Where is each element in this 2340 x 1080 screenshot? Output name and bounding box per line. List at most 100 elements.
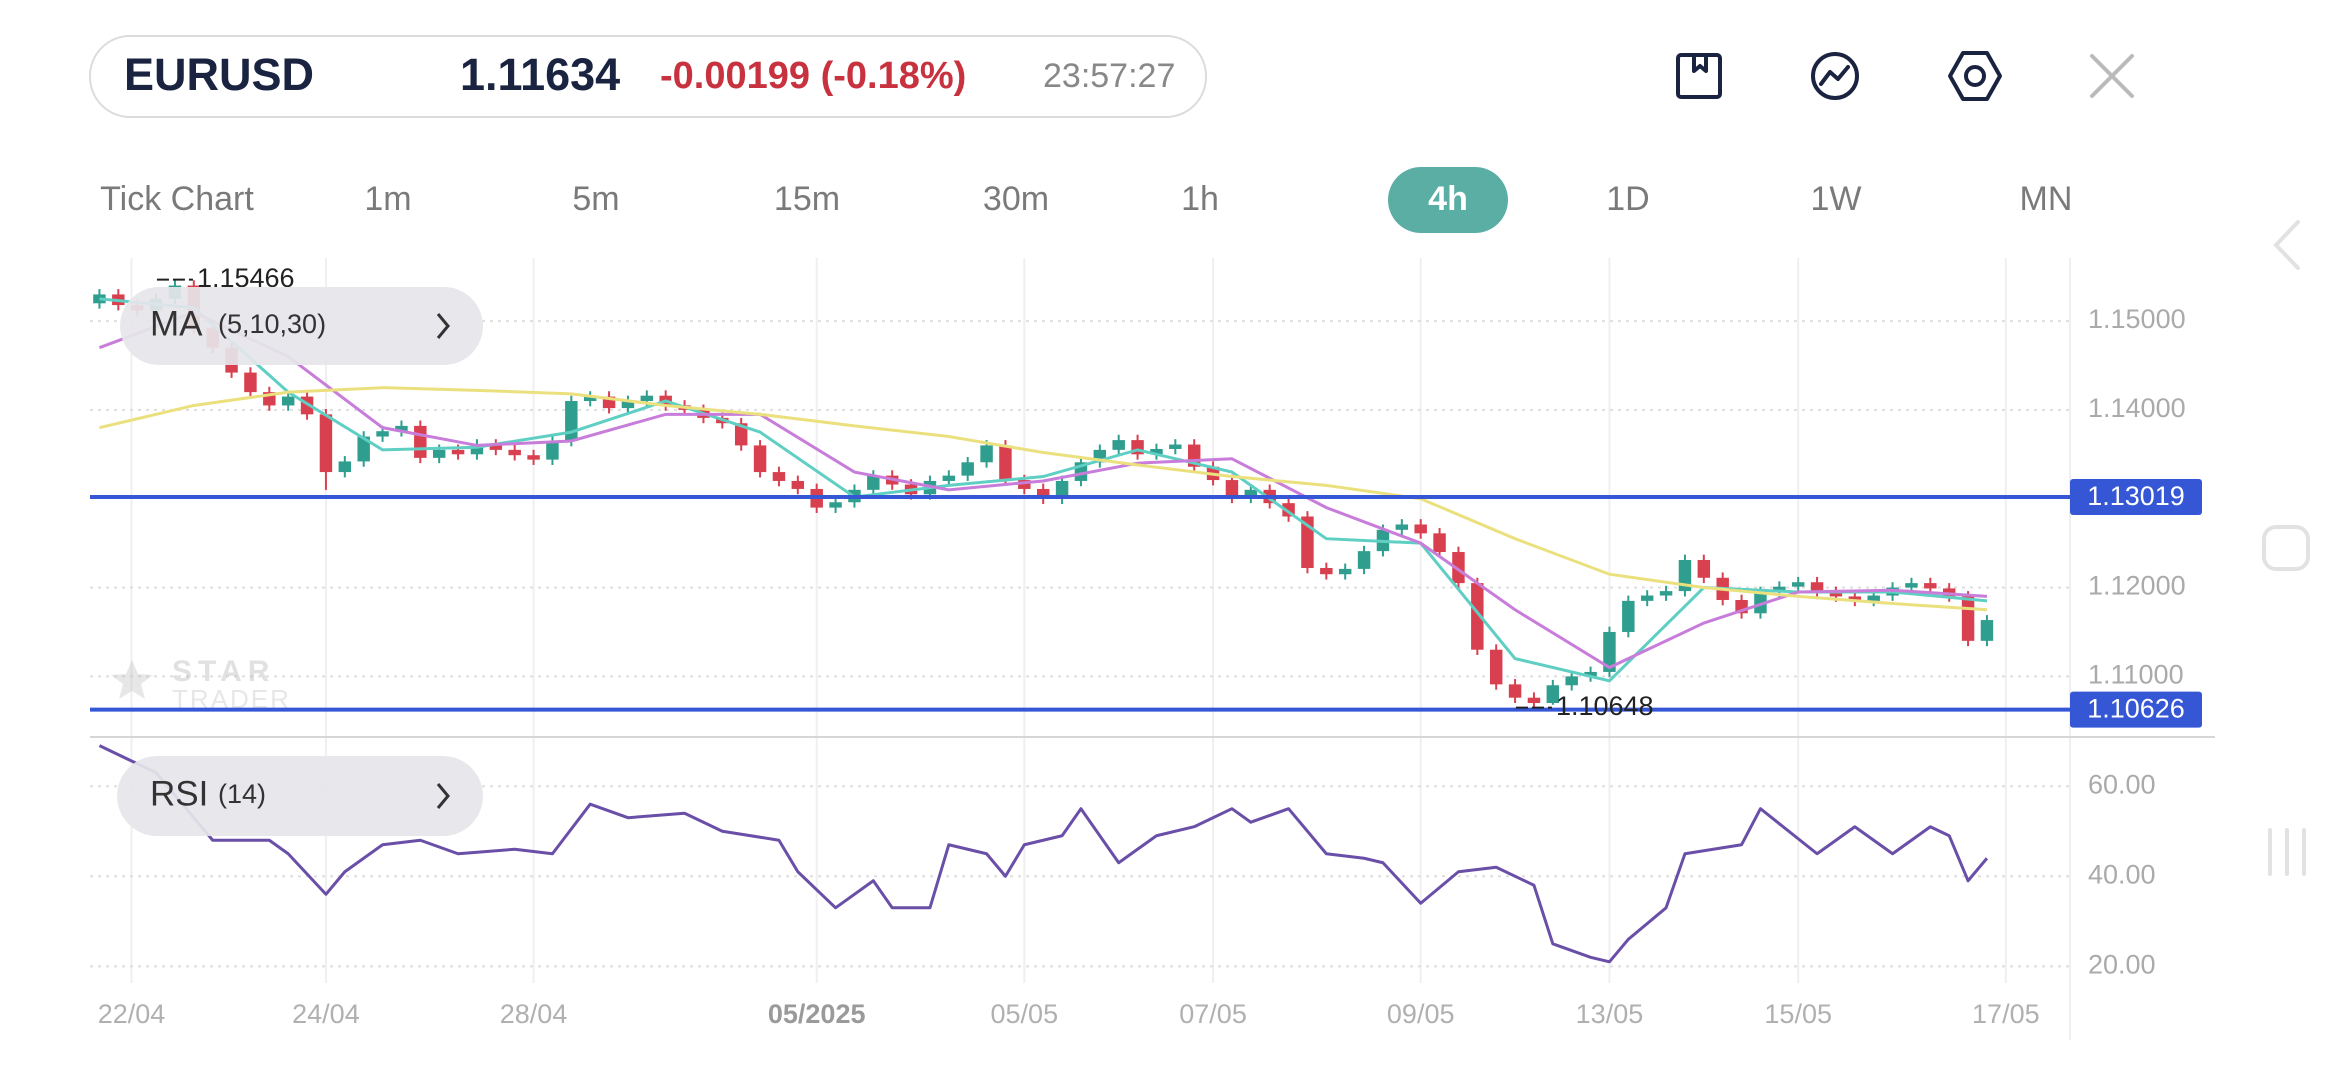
timeframe[interactable]: Tick Chart [100, 180, 254, 218]
x-tick-label: 05/2025 [768, 999, 866, 1029]
timeframe-active [1388, 167, 1508, 233]
candle-body [791, 480, 805, 489]
candle-body [281, 396, 295, 406]
watermark-logo [111, 660, 153, 699]
candle-body [1659, 591, 1673, 596]
candle-body [621, 401, 635, 409]
candle-body [432, 449, 446, 458]
x-tick-label: 09/05 [1387, 999, 1455, 1029]
x-tick-label: 05/05 [991, 999, 1059, 1029]
candle-body [1603, 631, 1616, 672]
ma-label: MA [150, 304, 203, 343]
rsi-pane [98, 744, 1989, 964]
candle-body [1791, 582, 1805, 587]
candle-body [1829, 591, 1843, 597]
close-icon[interactable] [2090, 54, 2134, 98]
candle-body [1169, 444, 1182, 449]
rsi-pill[interactable] [117, 756, 483, 836]
candle-body [602, 396, 616, 409]
y-tick-label: 1.14000 [2088, 393, 2186, 423]
y-tick-label: 40.00 [2088, 859, 2156, 889]
timeframe[interactable]: 1m [364, 180, 411, 218]
candle-body [1810, 582, 1824, 592]
candle-body [734, 423, 748, 446]
extreme-label: 1.10648 [1556, 691, 1654, 721]
candle-body [1395, 524, 1409, 530]
candle-body [451, 449, 465, 455]
timeframe[interactable]: 4h [1428, 180, 1468, 218]
timeframe[interactable]: 30m [983, 180, 1049, 218]
candle-body [1471, 583, 1484, 650]
candle-body [1942, 588, 1956, 597]
candle-body [1754, 591, 1767, 614]
timeframe[interactable]: 1W [1811, 180, 1862, 218]
candle-body [1244, 489, 1258, 498]
side-home-icon[interactable] [2262, 525, 2310, 571]
candle-body [414, 425, 427, 458]
side-menu-icon[interactable] [2268, 828, 2306, 876]
candle-body [395, 425, 408, 432]
candle-body [1414, 524, 1427, 534]
candle-body [1980, 620, 1994, 641]
x-tick-label: 13/05 [1576, 999, 1644, 1029]
candle-body [1773, 586, 1786, 592]
candle-body [546, 440, 559, 460]
candle-body [1508, 684, 1522, 698]
watermark-text: STAR [172, 655, 275, 688]
x-tick-label: 22/04 [98, 999, 166, 1029]
candle-body [1433, 533, 1446, 553]
candle-body [753, 445, 767, 473]
candle-body [1527, 697, 1541, 704]
y-tick-label: 60.00 [2088, 769, 2156, 799]
candle-body [1357, 551, 1371, 569]
symbol: EURUSD [124, 49, 314, 100]
candle-body [508, 449, 521, 456]
candle-body [1112, 440, 1125, 450]
y-tick-label: 20.00 [2088, 949, 2156, 979]
candle-body [489, 444, 503, 450]
timeframe[interactable]: 15m [774, 180, 840, 218]
candle-body [1150, 448, 1163, 455]
ma-pill[interactable] [120, 287, 483, 365]
candle-body [961, 462, 974, 476]
timeframe[interactable]: 1D [1606, 180, 1649, 218]
timeframe[interactable]: MN [2020, 180, 2073, 218]
candle-body [583, 396, 597, 402]
candle-body [829, 502, 842, 508]
timeframe[interactable]: 5m [572, 180, 619, 218]
timeframe[interactable]: 1h [1181, 180, 1219, 218]
bookmark-icon[interactable] [1676, 53, 1722, 99]
overlay: 22/04 24/04 28/04 05/2025 05/05 07/05 09/05 13/… [90, 263, 2202, 1029]
server-time: 23:57:27 [1043, 57, 1175, 95]
indicator-icon[interactable] [1811, 52, 1859, 100]
candle-body [1697, 560, 1711, 578]
price: 1.11634 [460, 49, 620, 100]
ma-line [99, 386, 1988, 612]
ma-params: (5,10,30) [218, 309, 326, 339]
ma-line [99, 297, 1988, 683]
price-pane [93, 279, 1994, 708]
candle-body [1055, 480, 1069, 499]
x-tick-label: 07/05 [1179, 999, 1247, 1029]
x-tick-label: 17/05 [1972, 999, 2040, 1029]
candle-body [1225, 480, 1239, 498]
candle-body [867, 475, 880, 490]
rsi-params: (14) [218, 779, 266, 809]
symbol-bar[interactable] [89, 35, 1207, 118]
candle-body [1848, 596, 1862, 601]
y-tick-label: 1.11000 [2088, 659, 2184, 689]
settings-icon[interactable] [1948, 51, 2002, 101]
side-collapse-icon[interactable] [2273, 220, 2300, 270]
candle-body [565, 401, 578, 441]
candle-body [1320, 568, 1333, 575]
y-tick-label: 1.15000 [2088, 304, 2186, 334]
candle-body [338, 461, 352, 473]
candle-body [1036, 488, 1050, 499]
rsi-chevron [436, 783, 450, 809]
candle-body [640, 395, 654, 402]
candle-body [244, 372, 257, 393]
x-tick-label: 15/05 [1764, 999, 1832, 1029]
